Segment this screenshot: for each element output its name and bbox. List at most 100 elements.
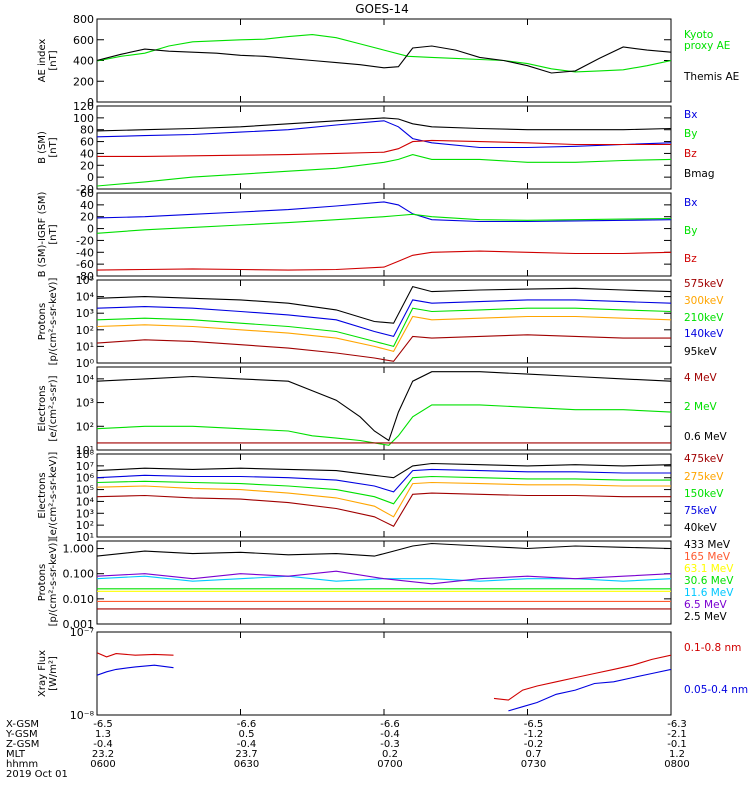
series-475kev [97, 492, 671, 528]
legend-entry: 140keV [684, 328, 724, 340]
y-axis-label-line: [e/(cm²-s-sr)] [48, 375, 59, 441]
y-axis-label-line: [p/(cm²-s-sr-keV)] [48, 539, 59, 627]
y-tick-label: -40 [76, 246, 94, 259]
series-0.1-0.8-nm [493, 654, 671, 701]
legend-entry: Bmag [684, 168, 715, 180]
legend-entry: 2.5 MeV [684, 611, 728, 623]
series-210kev [97, 307, 671, 348]
y-tick-label: 60 [80, 136, 94, 149]
x-row-value: 1.2 [669, 749, 685, 760]
legend-entry: 433 MeV [684, 539, 731, 551]
panel-frame [96, 279, 672, 364]
y-tick-label: 20 [80, 159, 94, 172]
x-row-label: Y-GSM [5, 729, 38, 740]
y-tick-label: 10⁵ [76, 484, 94, 497]
y-tick-label: -60 [76, 258, 94, 271]
x-row-label: hhmm [6, 759, 38, 770]
y-tick-label: 10⁻⁷ [70, 626, 94, 639]
legend-entry: 150keV [684, 488, 724, 500]
legend-entry: 2 MeV [684, 401, 718, 413]
y-axis-label: Electrons [e/(cm²-s-sr)] [37, 375, 59, 441]
series-bz [97, 139, 671, 157]
y-tick-label: 10⁴ [76, 291, 95, 304]
series-by [97, 213, 671, 234]
x-row-value: 0800 [664, 759, 689, 770]
y-axis-label-line: B (SM) [37, 131, 48, 164]
panel-frame [96, 192, 672, 277]
x-row-value: 0.7 [526, 749, 542, 760]
x-row-label: X-GSM [6, 719, 39, 730]
legend-entry: 40keV [684, 522, 718, 534]
x-row-value: -0.2 [524, 739, 544, 750]
y-tick-label: 0 [87, 223, 94, 236]
x-row-value: -1.2 [524, 729, 544, 740]
legend-entry: proxy AE [684, 40, 730, 52]
x-row-value: 0.5 [239, 729, 255, 740]
legend-entry: Bz [684, 148, 697, 160]
y-axis-label-line: Electrons [37, 385, 48, 431]
legend-entry: 30.6 MeV [684, 575, 734, 587]
series-bx [97, 120, 671, 149]
x-row-value: 0700 [377, 759, 402, 770]
x-row-value: 23.2 [92, 749, 114, 760]
series-2-mev [97, 404, 671, 446]
legend-entry: 165 MeV [684, 551, 731, 563]
x-row-value: -6.3 [667, 719, 687, 730]
chart-title: GOES-14 [355, 2, 409, 16]
legend-entry: Bz [684, 253, 697, 265]
legend-entry: 575keV [684, 278, 724, 290]
y-tick-label: 10⁸ [76, 448, 95, 461]
y-tick-label: 10² [76, 324, 94, 337]
x-row-label: MLT [6, 749, 26, 760]
y-tick-label: 10⁰ [76, 357, 95, 370]
x-row-value: -0.4 [380, 729, 400, 740]
panel-8: 10⁻⁷ 10⁻⁸ Xray Flux [W/m²] 0.1-0.8 nm 0.05-0.… [37, 626, 748, 722]
y-axis-label-line: [nT] [48, 50, 59, 70]
y-tick-label: 40 [80, 199, 94, 212]
y-tick-label: 10⁻⁸ [70, 709, 95, 722]
legend-entry: 275keV [684, 471, 724, 483]
y-tick-label: 10⁴ [76, 373, 95, 386]
panel-frame [96, 18, 672, 103]
legend-entry: Bx [684, 197, 697, 209]
series-0.05-0.4-nm [97, 664, 174, 676]
panel-4: 10⁵ 10⁴ 10³ 10² 10¹ 10⁰ Protons [p/(cm²-s-sr-ke… [37, 274, 724, 370]
y-tick-label: -20 [76, 183, 94, 196]
y-tick-label: 10¹ [76, 531, 94, 544]
y-axis-label: Protons [p/(cm²-s-sr-keV)] [37, 539, 59, 627]
y-tick-label: 10⁶ [76, 472, 95, 485]
y-tick-label: 0 [87, 171, 94, 184]
series-bz [97, 250, 671, 271]
x-axis-rows: X-GSM -6.5 -6.6 -6.6 -6.5 -6.3Y-GSM 1.3 0.5 -0.4… [5, 719, 690, 780]
legend-entry: 6.5 MeV [684, 599, 728, 611]
y-axis-label: B (SM)-IGRF (SM) [nT] [37, 192, 59, 278]
y-axis-label-line: Protons [37, 564, 48, 601]
series-6.5-mev [97, 570, 671, 585]
y-axis-label: Protons [p/(cm²-s-sr-keV)] [37, 278, 59, 366]
series-0.1-0.8-nm [97, 652, 174, 658]
y-tick-label: 0.100 [63, 568, 95, 581]
y-tick-label: 40 [80, 147, 94, 160]
y-axis-label-line: Protons [37, 303, 48, 340]
x-row-value: -0.4 [93, 739, 113, 750]
y-tick-label: 800 [73, 13, 94, 26]
y-axis-label-line: [p/(cm²-s-sr-keV)] [48, 278, 59, 366]
y-tick-label: 10⁵ [76, 274, 94, 287]
x-row-value: 23.7 [235, 749, 257, 760]
x-row-value: 0600 [90, 759, 115, 770]
y-tick-label: 600 [73, 34, 94, 47]
series-bmag [97, 117, 671, 132]
date-label: 2019 Oct 01 [6, 769, 68, 780]
x-row-value: -6.6 [380, 719, 400, 730]
legend-entry: 95keV [684, 346, 718, 358]
y-tick-label: 10¹ [76, 444, 94, 457]
series-by [97, 154, 671, 187]
x-row-label: Z-GSM [6, 739, 39, 750]
series-140kev [97, 299, 671, 338]
legend-entry: 63.1 MeV [684, 563, 734, 575]
series-433-mev [97, 542, 671, 557]
x-row-value: -2.1 [667, 729, 687, 740]
y-tick-label: 10⁴ [76, 495, 95, 508]
